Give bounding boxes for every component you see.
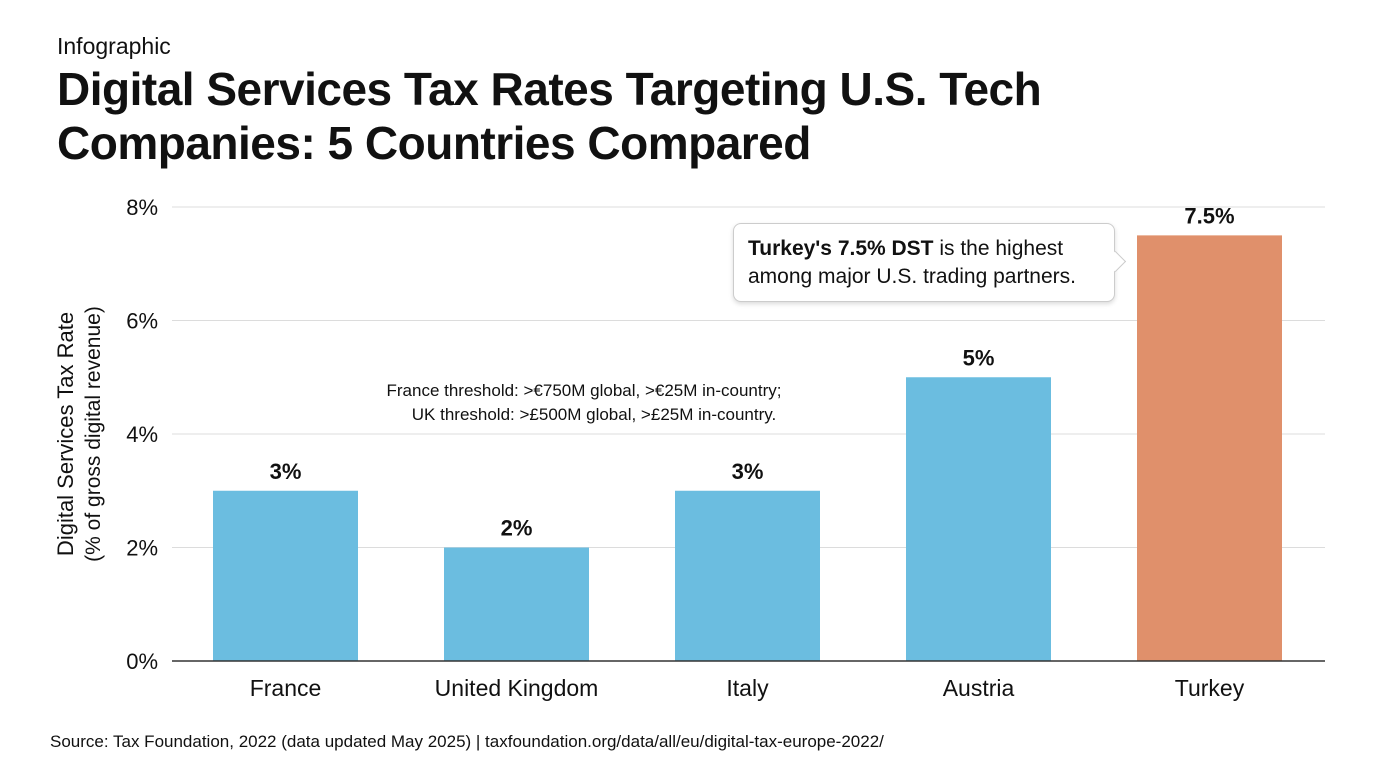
x-tick-label: Turkey xyxy=(1175,675,1245,701)
y-tick-label: 6% xyxy=(126,309,158,334)
y-axis-sublabel: (% of gross digital revenue) xyxy=(82,306,105,562)
y-axis-label: Digital Services Tax Rate xyxy=(53,312,78,556)
bar-italy xyxy=(675,490,820,661)
bar-france xyxy=(213,490,358,661)
data-label: 3% xyxy=(732,459,764,484)
threshold-note-line1: France threshold: >€750M global, >€25M i… xyxy=(386,381,781,400)
chart-title: Digital Services Tax Rates Targeting U.S… xyxy=(57,63,1042,169)
bar-united-kingdom xyxy=(444,547,589,661)
turkey-callout: Turkey's 7.5% DST is the highest among m… xyxy=(733,223,1115,302)
callout-text-1: is the highest xyxy=(933,237,1064,260)
data-label: 2% xyxy=(501,516,533,541)
kicker: Infographic xyxy=(57,33,171,59)
source-note: Source: Tax Foundation, 2022 (data updat… xyxy=(50,732,884,751)
data-label: 5% xyxy=(963,345,995,370)
threshold-note-line2: UK threshold: >£500M global, >£25M in-co… xyxy=(412,405,776,424)
y-tick-label: 2% xyxy=(126,536,158,561)
callout-text-2: among major U.S. trading partners. xyxy=(748,265,1076,288)
data-label: 7.5% xyxy=(1184,203,1234,228)
data-label: 3% xyxy=(270,459,302,484)
x-tick-label: Italy xyxy=(726,675,769,701)
x-tick-label: France xyxy=(250,675,322,701)
bar-turkey xyxy=(1137,235,1282,661)
x-tick-label: Austria xyxy=(943,675,1015,701)
y-tick-label: 8% xyxy=(126,195,158,220)
bar-austria xyxy=(906,377,1051,661)
y-tick-label: 4% xyxy=(126,422,158,447)
y-tick-label: 0% xyxy=(126,649,158,674)
callout-bold: Turkey's 7.5% DST xyxy=(748,237,934,260)
x-tick-label: United Kingdom xyxy=(435,675,599,701)
